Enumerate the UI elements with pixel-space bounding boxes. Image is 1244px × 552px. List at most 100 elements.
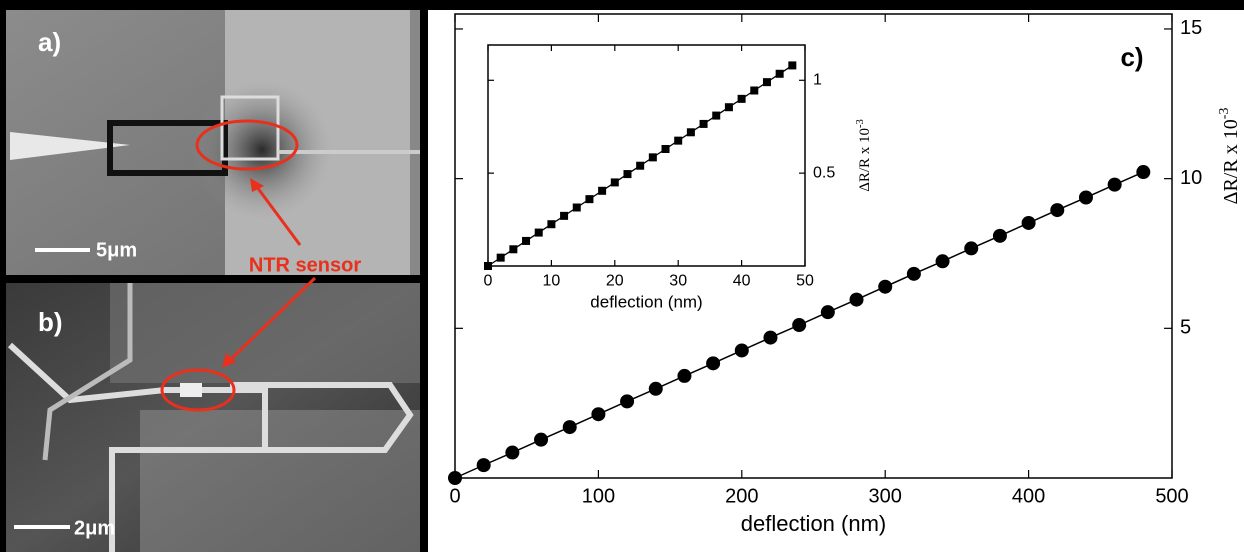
marker [610, 178, 619, 187]
panel-label: a) [38, 27, 61, 57]
marker [906, 266, 921, 281]
marker [1136, 165, 1151, 180]
marker [648, 153, 657, 162]
marker [623, 170, 632, 179]
marker [737, 94, 746, 103]
x-tick-label: 50 [796, 272, 814, 289]
y-tick-label: 1 [813, 72, 822, 89]
marker [560, 211, 569, 220]
marker [964, 241, 979, 256]
marker [699, 119, 708, 128]
panel-b: 2μm b) [6, 283, 420, 552]
y-tick-label: 15 [1180, 17, 1202, 39]
marker [788, 61, 797, 70]
marker [706, 356, 721, 371]
marker [724, 103, 733, 112]
marker [448, 471, 462, 485]
marker [522, 236, 531, 245]
marker [992, 228, 1007, 243]
marker [505, 445, 520, 460]
x-tick-label: 100 [582, 485, 615, 507]
marker [534, 432, 549, 447]
panel-label: c) [1120, 42, 1143, 72]
edge [410, 10, 420, 275]
y-axis-label: ΔR/R x 10-3 [1217, 108, 1242, 205]
structure [42, 283, 133, 461]
marker [562, 420, 577, 435]
marker [763, 330, 778, 345]
annotation: NTR sensor [249, 254, 361, 276]
marker [572, 203, 581, 212]
x-tick-label: 300 [869, 485, 902, 507]
highlight [195, 119, 299, 171]
marker [792, 318, 807, 333]
y-tick-label: 10 [1180, 167, 1202, 189]
y-tick-label: 0.5 [813, 164, 835, 181]
x-tick-label: 20 [606, 272, 624, 289]
marker [547, 220, 556, 229]
x-axis-label: deflection (nm) [741, 511, 887, 536]
arrow [252, 182, 302, 246]
marker [476, 458, 491, 473]
substrate [110, 283, 420, 383]
y-axis-label: ΔR/R x 10-3 [855, 119, 874, 192]
structure [7, 342, 268, 450]
x-tick-label: 10 [543, 272, 561, 289]
marker [636, 161, 645, 170]
sensor [180, 383, 202, 397]
x-tick-label: 30 [669, 272, 687, 289]
marker [820, 305, 835, 320]
marker [849, 292, 864, 307]
structure [109, 382, 414, 552]
marker [484, 262, 492, 270]
x-tick-label: 400 [1012, 485, 1045, 507]
x-axis-label: deflection (nm) [590, 292, 702, 311]
marker [534, 228, 543, 237]
marker [674, 136, 683, 145]
marker [775, 69, 784, 78]
y-axis-label-text: ΔR/R x 10 [1220, 119, 1242, 204]
marker [661, 145, 670, 153]
marker [734, 343, 749, 358]
arrow-head [222, 353, 236, 368]
marker [1107, 177, 1122, 192]
marker [1021, 215, 1036, 230]
marker [1050, 203, 1065, 218]
marker [648, 381, 663, 396]
marker [878, 279, 893, 294]
panel-a: 5μm a) [6, 10, 420, 275]
shadow [192, 80, 332, 220]
x-tick-label: 200 [725, 485, 758, 507]
marker [591, 407, 606, 422]
marker [935, 254, 950, 269]
y-tick-label: 5 [1180, 317, 1191, 339]
marker [750, 86, 759, 95]
y-axis-label-exponent: -3 [855, 119, 866, 128]
scale-label: 5μm [96, 239, 137, 261]
highlight [160, 368, 236, 412]
marker [1078, 190, 1093, 205]
marker [585, 195, 594, 204]
x-tick-label: 0 [449, 485, 460, 507]
marker [509, 245, 518, 254]
x-tick-label: 40 [733, 272, 751, 289]
arrow [226, 276, 317, 364]
marker [712, 111, 721, 120]
marker [620, 394, 635, 409]
sensor-loop [220, 95, 280, 161]
marker [686, 128, 695, 137]
x-tick-label: 0 [484, 272, 493, 289]
scale-label: 2μm [74, 517, 115, 539]
tip [10, 132, 130, 160]
marker [598, 186, 607, 195]
y-axis-label-exponent: -3 [1217, 108, 1232, 120]
marker [677, 368, 692, 383]
substrate [140, 410, 420, 552]
marker [496, 253, 505, 262]
panel-label: b) [38, 307, 63, 337]
marker [762, 78, 771, 87]
y-axis-label-text: ΔR/R x 10 [857, 128, 873, 192]
x-tick-label: 500 [1155, 485, 1188, 507]
